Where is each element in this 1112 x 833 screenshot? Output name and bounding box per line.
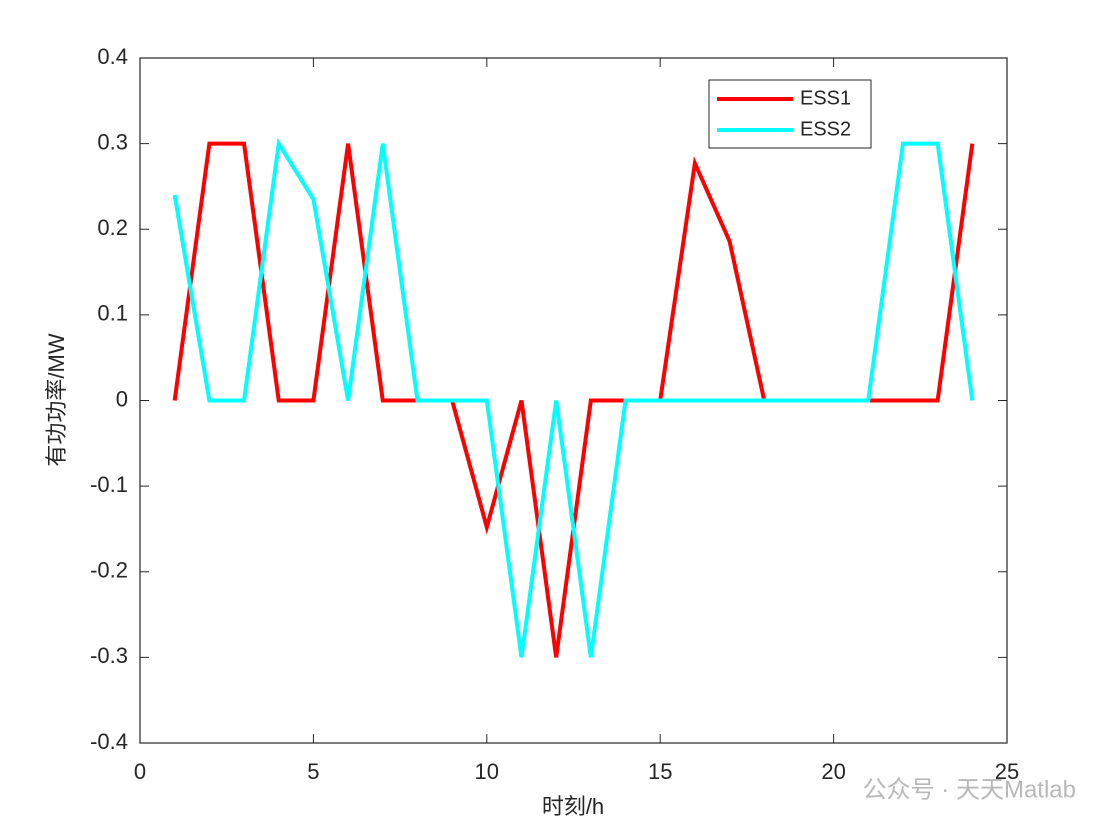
x-tick-label: 0: [134, 759, 146, 784]
legend-box: [708, 79, 872, 149]
y-tick-label: 0.2: [97, 215, 128, 240]
y-tick-label: 0.3: [97, 129, 128, 154]
x-tick-label: 15: [648, 759, 672, 784]
legend-label: ESS1: [800, 87, 851, 109]
y-tick-label: -0.2: [90, 558, 128, 583]
y-tick-label: 0.4: [97, 44, 128, 69]
legend-label: ESS2: [800, 118, 851, 140]
y-tick-label: 0.1: [97, 301, 128, 326]
y-tick-label: -0.3: [90, 643, 128, 668]
x-axis-label: 时刻/h: [542, 794, 604, 819]
y-tick-label: -0.4: [90, 729, 128, 754]
y-tick-label: -0.1: [90, 472, 128, 497]
line: [172, 137, 975, 658]
x-tick-label: 5: [307, 759, 319, 784]
x-tick-label: 20: [821, 759, 845, 784]
y-axis-label: 有功功率/MW: [44, 333, 69, 466]
x-tick-label: 25: [995, 759, 1019, 784]
watermark: 公众号 · 天天Matlab: [863, 776, 1076, 803]
x-tick-label: 10: [475, 759, 499, 784]
y-tick-label: 0: [116, 386, 128, 411]
